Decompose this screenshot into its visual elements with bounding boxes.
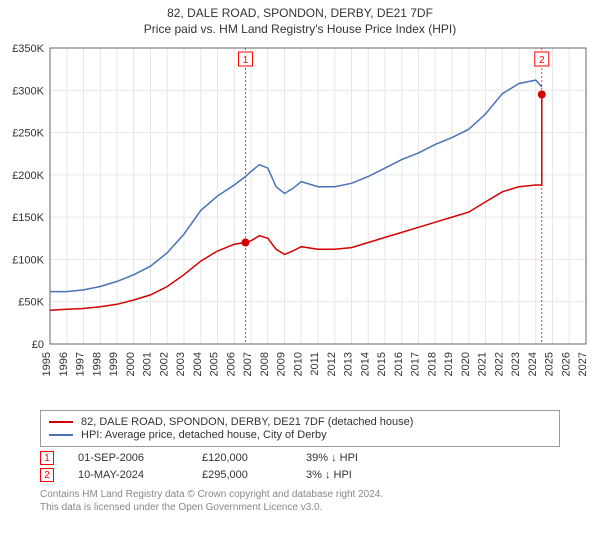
sale-date: 01-SEP-2006	[78, 452, 178, 464]
sale-price: £295,000	[202, 469, 282, 481]
sale-data-row: 1 01-SEP-2006 £120,000 39% ↓ HPI	[40, 451, 560, 465]
svg-text:2004: 2004	[192, 352, 204, 376]
svg-text:£100K: £100K	[12, 254, 44, 266]
title-line-2: Price paid vs. HM Land Registry's House …	[0, 22, 600, 36]
svg-text:2016: 2016	[393, 352, 405, 376]
svg-text:2021: 2021	[477, 352, 489, 376]
legend-label: 82, DALE ROAD, SPONDON, DERBY, DE21 7DF …	[81, 416, 413, 428]
sale-data-table: 1 01-SEP-2006 £120,000 39% ↓ HPI 2 10-MA…	[40, 451, 560, 482]
svg-text:2001: 2001	[142, 352, 154, 376]
svg-text:£350K: £350K	[12, 43, 44, 55]
svg-text:2022: 2022	[493, 352, 505, 376]
svg-text:2012: 2012	[326, 352, 338, 376]
legend-swatch	[49, 434, 73, 436]
legend: 82, DALE ROAD, SPONDON, DERBY, DE21 7DF …	[40, 410, 560, 447]
sale-date: 10-MAY-2024	[78, 469, 178, 481]
legend-label: HPI: Average price, detached house, City…	[81, 429, 327, 441]
svg-text:2015: 2015	[376, 352, 388, 376]
svg-text:2008: 2008	[259, 352, 271, 376]
legend-swatch	[49, 421, 73, 423]
attribution-line: Contains HM Land Registry data © Crown c…	[40, 488, 560, 501]
svg-text:£50K: £50K	[18, 297, 44, 309]
svg-text:2027: 2027	[577, 352, 589, 376]
sale-price: £120,000	[202, 452, 282, 464]
svg-text:1999: 1999	[108, 352, 120, 376]
svg-text:2017: 2017	[410, 352, 422, 376]
svg-text:2010: 2010	[292, 352, 304, 376]
attribution-line: This data is licensed under the Open Gov…	[40, 501, 560, 514]
svg-text:2009: 2009	[276, 352, 288, 376]
chart-titles: 82, DALE ROAD, SPONDON, DERBY, DE21 7DF …	[0, 0, 600, 36]
line-chart-svg: £0 £50K £100K £150K £200K £250K £300K £350K 1995…	[0, 36, 600, 406]
svg-text:2020: 2020	[460, 352, 472, 376]
svg-text:2019: 2019	[443, 352, 455, 376]
chart-area: £0 £50K £100K £150K £200K £250K £300K £350K 1995…	[0, 36, 600, 406]
svg-text:2002: 2002	[158, 352, 170, 376]
svg-text:£300K: £300K	[12, 85, 44, 97]
svg-text:1: 1	[243, 55, 249, 66]
svg-text:2003: 2003	[175, 352, 187, 376]
svg-text:2006: 2006	[225, 352, 237, 376]
svg-text:2026: 2026	[560, 352, 572, 376]
svg-text:£250K: £250K	[12, 128, 44, 140]
svg-text:2014: 2014	[359, 352, 371, 376]
svg-text:2011: 2011	[309, 352, 321, 376]
legend-row: HPI: Average price, detached house, City…	[49, 429, 551, 441]
svg-text:2025: 2025	[544, 352, 556, 376]
svg-text:2: 2	[539, 55, 545, 66]
legend-row: 82, DALE ROAD, SPONDON, DERBY, DE21 7DF …	[49, 416, 551, 428]
attribution: Contains HM Land Registry data © Crown c…	[40, 488, 560, 514]
svg-text:2007: 2007	[242, 352, 254, 376]
svg-text:2023: 2023	[510, 352, 522, 376]
svg-text:1995: 1995	[41, 352, 53, 376]
svg-text:£150K: £150K	[12, 212, 44, 224]
sale-delta: 3% ↓ HPI	[306, 469, 406, 481]
svg-text:2024: 2024	[527, 352, 539, 376]
svg-text:2013: 2013	[343, 352, 355, 376]
marker-badge: 2	[40, 468, 54, 482]
sale-delta: 39% ↓ HPI	[306, 452, 406, 464]
title-line-1: 82, DALE ROAD, SPONDON, DERBY, DE21 7DF	[0, 6, 600, 20]
svg-text:2005: 2005	[209, 352, 221, 376]
svg-text:2000: 2000	[125, 352, 137, 376]
svg-text:1996: 1996	[58, 352, 70, 376]
svg-text:1998: 1998	[91, 352, 103, 376]
svg-text:£200K: £200K	[12, 170, 44, 182]
marker-badge: 1	[40, 451, 54, 465]
sale-data-row: 2 10-MAY-2024 £295,000 3% ↓ HPI	[40, 468, 560, 482]
svg-text:2018: 2018	[426, 352, 438, 376]
svg-text:1997: 1997	[75, 352, 87, 376]
svg-text:£0: £0	[32, 339, 44, 351]
